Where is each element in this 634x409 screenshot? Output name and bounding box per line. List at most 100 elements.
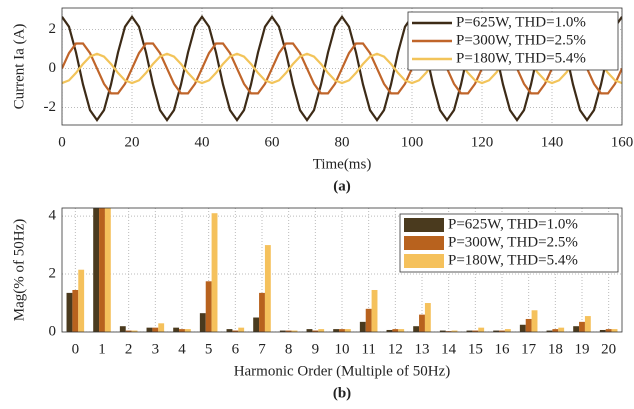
- bar: [445, 331, 452, 332]
- x-tick-label: 5: [205, 341, 213, 357]
- x-tick-label: 140: [541, 134, 564, 150]
- bar: [605, 329, 612, 332]
- bar: [333, 329, 340, 332]
- bar: [525, 318, 532, 332]
- bar: [392, 329, 399, 332]
- x-tick-label: 2: [125, 341, 133, 357]
- bar: [531, 310, 538, 332]
- bar: [439, 330, 446, 332]
- x-tick-label: 17: [521, 341, 537, 357]
- y-tick-label: 4: [49, 208, 57, 224]
- bar: [199, 313, 206, 332]
- axes-frame: [61, 207, 623, 333]
- x-tick-label: 14: [441, 341, 457, 357]
- bar: [344, 329, 351, 332]
- bar: [279, 330, 286, 332]
- bar: [205, 281, 212, 332]
- y-tick-label: 0: [49, 60, 57, 76]
- bar: [386, 329, 393, 332]
- bar: [371, 289, 378, 332]
- y-axis-label: Mag(% of 50Hz): [11, 219, 27, 321]
- bar: [499, 330, 505, 332]
- caption: (b): [333, 385, 351, 401]
- legend-label: P=180W, THD=5.4%: [448, 252, 578, 268]
- bar: [519, 324, 526, 332]
- y-tick-label: 0: [49, 323, 57, 339]
- bar: [291, 330, 298, 332]
- bar: [226, 329, 233, 332]
- x-tick-label: 16: [495, 341, 511, 357]
- y-tick-label: 2: [49, 265, 57, 281]
- plot-area: [62, 8, 622, 125]
- bar: [285, 330, 292, 332]
- bar: [306, 329, 313, 332]
- x-tick-label: 100: [401, 134, 424, 150]
- legend-swatch: [404, 218, 444, 232]
- legend-label: P=625W, THD=1.0%: [456, 14, 586, 30]
- x-tick-label: 4: [178, 341, 186, 357]
- bar: [312, 330, 319, 332]
- bar: [173, 327, 180, 332]
- bar: [211, 213, 218, 332]
- bar: [424, 303, 431, 332]
- line-series: [62, 14, 622, 123]
- x-tick-label: 1: [98, 341, 106, 357]
- bar: [93, 208, 100, 332]
- bar: [413, 326, 420, 332]
- x-tick-label: 0: [58, 134, 66, 150]
- axes-frame: [61, 7, 623, 126]
- x-axis-label: Harmonic Order (Multiple of 50Hz): [234, 363, 451, 379]
- bar: [359, 321, 366, 332]
- bar: [259, 292, 265, 332]
- legend-label: P=625W, THD=1.0%: [448, 216, 578, 232]
- bar: [232, 330, 239, 332]
- bar: [66, 292, 73, 332]
- bar: [472, 330, 479, 332]
- bar: [125, 330, 132, 332]
- y-tick-label: -2: [44, 99, 57, 115]
- caption: (a): [333, 178, 351, 194]
- bar: [419, 314, 425, 332]
- bar: [158, 323, 165, 332]
- x-tick-label: 19: [575, 341, 590, 357]
- x-tick-label: 120: [471, 134, 494, 150]
- bar: [466, 330, 473, 332]
- legend-swatch: [404, 236, 444, 250]
- x-tick-label: 8: [285, 341, 293, 357]
- x-tick-label: 0: [72, 341, 80, 357]
- bar: [78, 269, 85, 332]
- bar: [146, 327, 153, 332]
- bar: [339, 329, 345, 332]
- x-tick-label: 9: [312, 341, 320, 357]
- bar: [398, 329, 405, 332]
- legend-label: P=300W, THD=2.5%: [456, 32, 586, 48]
- x-tick-label: 18: [548, 341, 563, 357]
- x-tick-label: 11: [361, 341, 375, 357]
- bar: [546, 330, 553, 332]
- bar: [104, 208, 111, 332]
- plot-area: [62, 208, 622, 332]
- x-tick-label: 3: [152, 341, 160, 357]
- bar: [152, 327, 159, 332]
- bar: [493, 330, 500, 332]
- x-tick-label: 80: [335, 134, 350, 150]
- x-tick-label: 7: [258, 341, 266, 357]
- x-tick-label: 6: [232, 341, 240, 357]
- x-tick-label: 10: [335, 341, 350, 357]
- bar: [119, 326, 126, 332]
- bar: [611, 329, 618, 332]
- bar: [451, 330, 458, 332]
- bar: [131, 330, 138, 332]
- bar: [552, 329, 559, 332]
- bar: [365, 308, 372, 332]
- bar: [184, 329, 191, 332]
- x-tick-label: 40: [195, 134, 210, 150]
- y-tick-label: 2: [49, 21, 57, 37]
- x-tick-label: 12: [388, 341, 403, 357]
- bar: [584, 316, 591, 332]
- bar: [599, 329, 606, 332]
- x-tick-label: 15: [468, 341, 483, 357]
- bar: [179, 329, 185, 332]
